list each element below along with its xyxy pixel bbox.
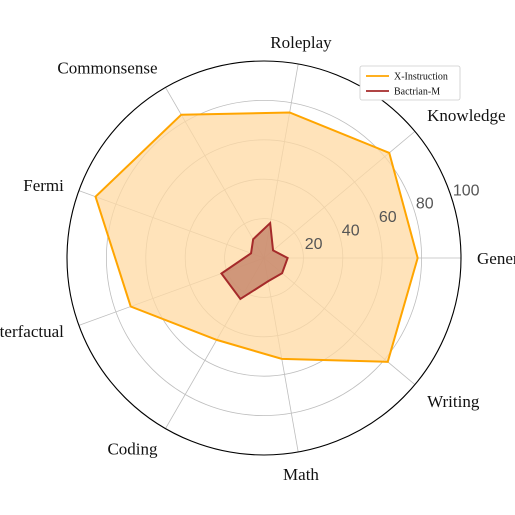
category-label-fermi: Fermi [23,176,64,195]
grid-ring-80 [105,99,423,417]
category-label-math: Math [283,465,319,484]
r-tick-label-100: 100 [453,182,480,199]
category-label-writing: Writing [427,392,480,411]
legend: X-Instruction Bactrian-M [359,65,461,101]
category-label-commonsense: Commonsense [57,59,157,78]
r-tick-label-60: 60 [379,209,397,226]
series-layer [94,111,419,363]
category-label-generic: Generic [477,249,515,268]
series-bactrian-m [219,220,289,301]
category-label-knowledge: Knowledge [427,106,505,125]
category-label-counterfactual: Counterfactual [0,322,64,341]
outer-ring [66,60,462,456]
category-label-coding: Coding [107,439,158,458]
r-tick-label-80: 80 [416,196,434,213]
tick-layer: 20 40 60 80 100 [305,182,480,253]
category-labels: Generic Knowledge Roleplay Commonsense Fermi… [0,33,515,484]
r-tick-label-20: 20 [305,236,323,253]
legend-label-bactrian-m: Bactrian-M [394,87,440,98]
category-label-roleplay: Roleplay [270,33,332,52]
legend-label-x-instruction: X-Instruction [394,72,448,83]
r-tick-label-40: 40 [342,223,360,240]
